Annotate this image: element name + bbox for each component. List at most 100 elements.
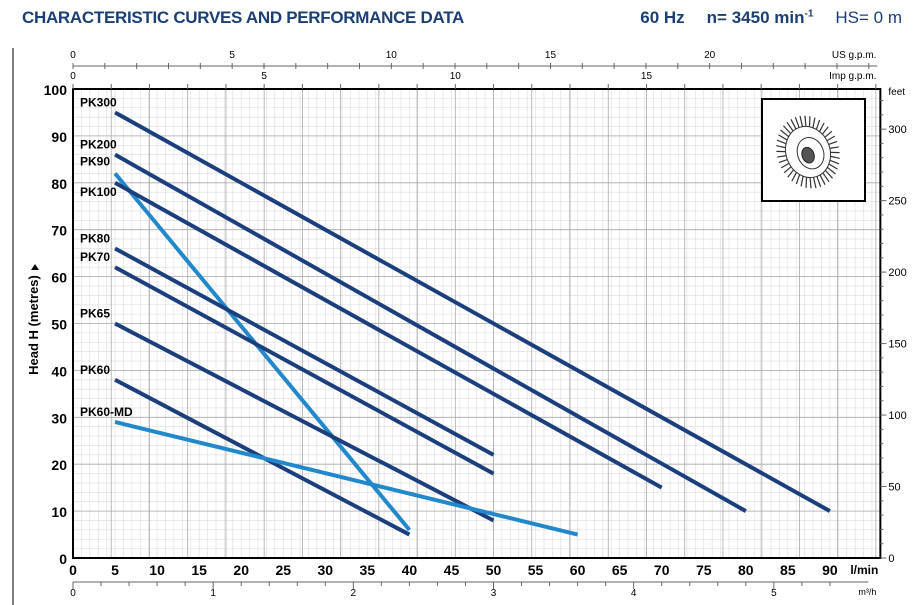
feet-tick-label: 0 [888, 553, 894, 565]
impeller-vane [780, 162, 790, 169]
speed-value: n= 3450 min [706, 8, 805, 27]
curve-pk70 [114, 265, 495, 476]
m3h-tick-label: 1 [210, 588, 216, 599]
curve-label-pk80: PK80 [80, 231, 110, 245]
impeller-vane [830, 155, 840, 159]
chart-title: CHARACTERISTIC CURVES AND PERFORMANCE DA… [22, 8, 465, 27]
x-tick-label: 55 [528, 562, 544, 578]
y-tick-label: 20 [51, 457, 67, 473]
impeller-vane [790, 119, 797, 130]
impeller-vane [783, 125, 792, 135]
impeller-vane [777, 155, 787, 158]
impeller-vane [799, 115, 804, 127]
y-tick-label: 90 [51, 129, 67, 145]
curve-pk300 [114, 110, 831, 513]
impeller-vane [780, 129, 790, 138]
feet-tick-label: 200 [888, 267, 906, 279]
x-tick-label: 65 [612, 562, 628, 578]
x-tick-label: 20 [233, 562, 249, 578]
us-gpm-tick-label: 5 [229, 50, 235, 61]
x-tick-label: 45 [444, 562, 460, 578]
us-gpm-tick-label: 10 [386, 50, 398, 61]
y-tick-label: 100 [44, 82, 68, 98]
y-axis-label: Head H (metres) [26, 275, 41, 375]
impeller-vane [829, 146, 839, 149]
suction-head: HS= 0 m [835, 8, 902, 27]
curve-pk90 [113, 172, 411, 532]
imp-gpm-tick-label: 0 [70, 71, 76, 82]
feet-tick-label: 100 [888, 410, 906, 422]
x-tick-label: 70 [654, 562, 670, 578]
x-tick-label: 15 [191, 562, 207, 578]
impeller-vane [830, 151, 840, 154]
impeller-vane [829, 159, 840, 165]
x-tick-label: 5 [111, 562, 119, 578]
x-tick-label: 90 [822, 562, 838, 578]
impeller-vane [812, 117, 816, 128]
x-tick-label: 30 [318, 562, 334, 578]
impeller-bore-icon [801, 146, 815, 164]
m3h-tick-label: 4 [631, 588, 637, 599]
m3h-tick-label: 2 [351, 588, 357, 599]
x-axis-label: l/min [850, 563, 878, 577]
impeller-vane [808, 116, 811, 127]
us-gpm-tick-label: 20 [704, 50, 716, 61]
impeller-vane [812, 177, 817, 189]
y-tick-label: 30 [51, 410, 67, 426]
y-tick-label: 70 [51, 223, 67, 239]
impeller-vane [821, 126, 829, 135]
impeller-vane [818, 122, 825, 132]
impeller-vane [794, 117, 800, 128]
x-tick-label: 80 [738, 562, 754, 578]
impeller-vane [828, 163, 838, 170]
feet-axis-label: feet [888, 87, 905, 98]
impeller-vane [828, 140, 838, 146]
impeller-vane [826, 166, 836, 175]
y-axis-arrow-icon [31, 264, 39, 270]
impeller-vane [816, 176, 822, 187]
impeller-vane [805, 177, 808, 188]
impeller-vane [809, 177, 812, 189]
feet-tick-label: 150 [888, 339, 906, 351]
speed-exponent: -1 [804, 8, 814, 20]
impeller-vane [776, 139, 787, 145]
y-tick-label: 80 [51, 176, 67, 192]
frequency: 60 Hz [640, 8, 685, 27]
curve-label-pk100: PK100 [80, 185, 117, 199]
curve-label-pk300: PK300 [80, 95, 117, 109]
impeller-vane [778, 134, 788, 141]
y-tick-label: 40 [51, 363, 67, 379]
impeller-vane [800, 176, 804, 187]
impeller-vane [824, 130, 833, 138]
impeller-vane [826, 135, 836, 142]
chart-header: CHARACTERISTIC CURVES AND PERFORMANCE DA… [22, 8, 902, 30]
curve-label-pk60-md: PK60-MD [80, 405, 133, 419]
impeller-vane [787, 169, 795, 178]
y-tick-label: 0 [59, 551, 67, 567]
impeller-vane [819, 174, 826, 185]
curve-pk80 [114, 246, 495, 457]
curve-pk200 [114, 152, 747, 513]
curve-pk65 [114, 321, 495, 523]
plot-frame [72, 88, 882, 559]
x-tick-label: 35 [360, 562, 376, 578]
impeller-vane [778, 158, 788, 164]
us-gpm-axis-label: US g.p.m. [832, 50, 876, 61]
feet-tick-label: 250 [888, 196, 906, 208]
impeller-vane [783, 166, 792, 174]
feet-tick-label: 300 [888, 124, 906, 136]
m3h-tick-label: 5 [771, 588, 777, 599]
curve-label-pk200: PK200 [80, 138, 117, 152]
impeller-vane [776, 145, 786, 149]
x-tick-label: 0 [69, 562, 77, 578]
impeller-vane [786, 121, 794, 132]
impeller-vane [776, 150, 786, 153]
m3h-tick-label: 3 [491, 588, 497, 599]
speed: n= 3450 min-1 [707, 8, 814, 27]
impeller-vane [822, 172, 830, 183]
m3h-tick-label: 0 [70, 588, 76, 599]
curve-pk60-md [114, 420, 579, 537]
x-tick-label: 25 [275, 562, 291, 578]
y-tick-label: 50 [51, 317, 67, 333]
